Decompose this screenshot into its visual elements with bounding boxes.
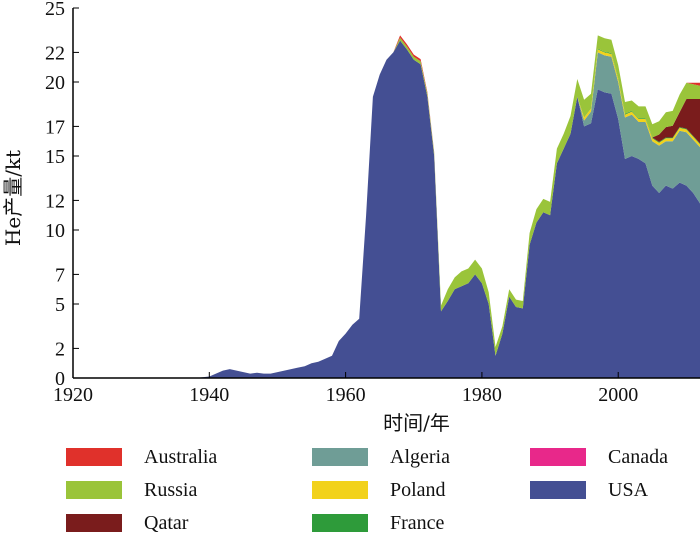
- legend: Australia Russia Qatar Algeria Poland France C…: [0, 440, 700, 539]
- stacked-area-chart: 1920 1940 1960 1980 2000 025710121517202225 …: [1, 0, 700, 435]
- legend-label: Russia: [144, 478, 198, 501]
- legend-label: Poland: [390, 478, 446, 501]
- y-tick-label: 25: [45, 0, 65, 20]
- y-tick-label: 10: [45, 220, 65, 242]
- legend-item-france: France: [312, 510, 444, 536]
- legend-swatch: [312, 448, 368, 466]
- legend-label: Algeria: [390, 445, 450, 468]
- legend-swatch: [66, 481, 122, 499]
- y-tick-label: 7: [55, 264, 65, 286]
- legend-label: USA: [608, 478, 649, 501]
- y-tick-label: 20: [45, 72, 65, 94]
- legend-swatch: [66, 448, 122, 466]
- x-ticks: 1920 1940 1960 1980 2000: [53, 372, 638, 406]
- legend-item-usa: USA: [530, 477, 648, 503]
- y-tick-label: 2: [55, 338, 65, 360]
- y-tick-label: 15: [45, 146, 65, 168]
- legend-item-canada: Canada: [530, 444, 668, 470]
- legend-label: France: [390, 511, 445, 534]
- y-tick-label: 22: [45, 42, 65, 64]
- x-tick-label: 1920: [53, 384, 93, 406]
- legend-swatch: [530, 448, 586, 466]
- axes-group: [72, 8, 700, 379]
- y-tick-label: 0: [55, 368, 65, 390]
- area-usa: [73, 40, 700, 378]
- area-series-group: [73, 35, 700, 379]
- legend-item-poland: Poland: [312, 477, 446, 503]
- y-axis-title: He产量/kt: [1, 150, 25, 246]
- x-tick-label: 1960: [326, 384, 366, 406]
- x-tick-label: 1940: [189, 384, 229, 406]
- legend-swatch: [312, 481, 368, 499]
- y-tick-label: 12: [45, 190, 65, 212]
- legend-item-qatar: Qatar: [66, 510, 188, 536]
- legend-swatch: [312, 514, 368, 532]
- y-tick-label: 5: [55, 294, 65, 316]
- y-tick-label: 17: [45, 116, 65, 138]
- legend-label: Australia: [144, 445, 218, 468]
- legend-label: Qatar: [144, 511, 189, 534]
- legend-label: Canada: [608, 445, 668, 468]
- legend-item-algeria: Algeria: [312, 444, 450, 470]
- x-axis-title: 时间/年: [383, 411, 450, 435]
- legend-swatch: [530, 481, 586, 499]
- x-tick-label: 1980: [462, 384, 502, 406]
- legend-item-australia: Australia: [66, 444, 217, 470]
- legend-item-russia: Russia: [66, 477, 197, 503]
- x-tick-label: 2000: [598, 384, 638, 406]
- legend-swatch: [66, 514, 122, 532]
